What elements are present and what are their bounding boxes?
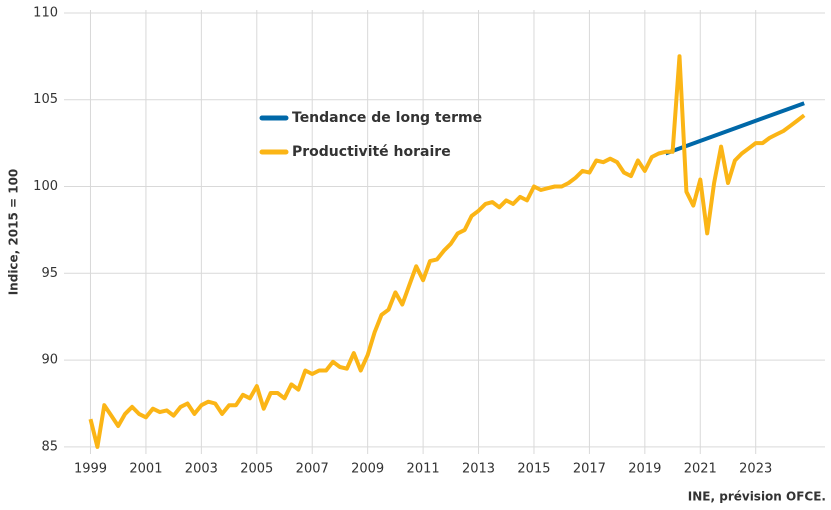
y-tick-label: 95	[41, 266, 58, 281]
y-axis-label: Indice, 2015 = 100	[7, 169, 21, 296]
x-tick-label: 2007	[296, 462, 329, 477]
y-tick-label: 100	[33, 179, 58, 194]
y-tick-label: 105	[33, 92, 58, 107]
x-tick-label: 2001	[129, 462, 162, 477]
x-tick-label: 2009	[351, 462, 384, 477]
series-line	[664, 101, 805, 156]
x-tick-label: 2013	[462, 462, 495, 477]
source: INE, prévision OFCE.	[688, 490, 826, 504]
legend-label: Productivité horaire	[292, 144, 451, 160]
x-tick-label: 2015	[517, 462, 550, 477]
series-line	[88, 54, 806, 449]
x-tick-label: 1999	[74, 462, 107, 477]
y-tick-label: 85	[41, 439, 58, 454]
x-tick-label: 2011	[407, 462, 440, 477]
x-tick-label: 2021	[684, 462, 717, 477]
y-tick-label: 90	[41, 353, 58, 368]
x-tick-label: 2005	[240, 462, 273, 477]
x-tick-label: 2019	[628, 462, 661, 477]
x-tick-label: 2017	[573, 462, 606, 477]
x-tick-label: 2023	[739, 462, 772, 477]
x-tick-label: 2003	[185, 462, 218, 477]
y-tick-label: 110	[33, 5, 58, 20]
legend-label: Tendance de long terme	[292, 110, 482, 126]
